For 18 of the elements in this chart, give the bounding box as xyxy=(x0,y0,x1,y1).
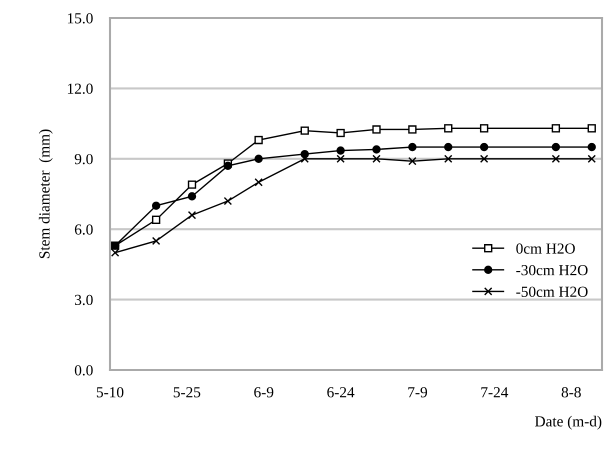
y-tick-label: 12.0 xyxy=(68,84,93,94)
x-tick-label: 6-9 xyxy=(254,387,274,398)
x-tick-label: 6-24 xyxy=(327,387,354,398)
y-tick-label: 15.0 xyxy=(68,13,93,24)
y-tick-label: 3.0 xyxy=(74,294,93,306)
x-tick-label: 5-10 xyxy=(96,387,124,398)
x-tick-label: 5-25 xyxy=(174,387,200,398)
y-tick-label: 0.0 xyxy=(74,365,93,376)
x-axis-title: Date (m-d) xyxy=(534,416,602,430)
x-tick-label: 7-24 xyxy=(481,387,508,398)
y-tick-label: 9.0 xyxy=(74,154,93,164)
x-tick-label: 7-9 xyxy=(408,387,428,398)
legend-label: -30cm H2O xyxy=(516,265,588,276)
y-tick-label: 6.0 xyxy=(74,224,93,235)
legend-label: 0cm H2O xyxy=(516,243,575,254)
legend-label: -50cm H2O xyxy=(516,286,588,297)
y-axis-title: Stem diameter (mm) xyxy=(38,130,53,258)
x-tick-label: 8-8 xyxy=(562,387,581,398)
